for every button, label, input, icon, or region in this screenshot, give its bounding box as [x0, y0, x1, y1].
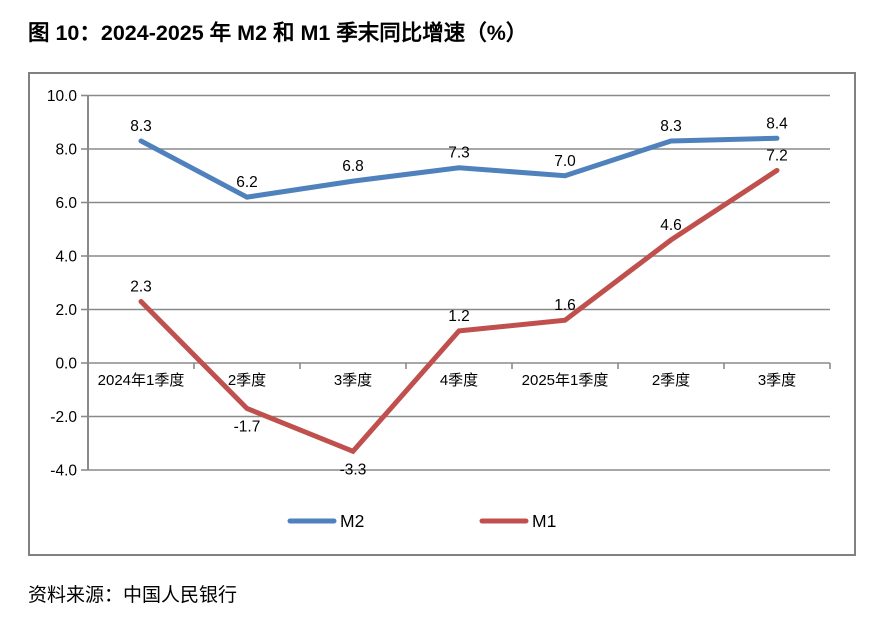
data-label-m1: -3.3: [340, 461, 367, 478]
x-axis-category-label: 3季度: [758, 372, 796, 389]
data-label-m2: 6.2: [236, 174, 258, 191]
data-label-m1: 2.3: [130, 278, 152, 295]
y-axis-tick-label: 0.0: [55, 356, 77, 373]
x-axis-category-label: 2024年1季度: [98, 372, 185, 389]
x-axis-category-label: 3季度: [334, 372, 372, 389]
data-label-m2: 8.4: [766, 115, 788, 132]
legend-label-m1: M1: [532, 511, 556, 531]
data-label-m1: 1.2: [448, 308, 470, 325]
series-line-m2: [138, 135, 780, 200]
figure-title: 图 10：2024-2025 年 M2 和 M1 季末同比增速（%）: [28, 21, 528, 45]
y-axis-tick-label: 4.0: [55, 249, 77, 266]
y-axis-tick-label: 2.0: [55, 302, 77, 319]
data-label-m2: 8.3: [660, 118, 682, 135]
y-axis-tick-label: 8.0: [55, 142, 77, 159]
y-axis-tick-label: -4.0: [50, 463, 77, 480]
data-label-m2: 7.3: [448, 145, 470, 162]
legend-label-m2: M2: [340, 511, 364, 531]
x-axis-category-label: 4季度: [440, 372, 478, 389]
chart-area: 10.0 8.0 6.0 4.0 2.0 0.0 -2.0 -4.0 2024年1季度 2季度 3季…: [28, 72, 856, 556]
x-axis-category-label: 2季度: [228, 372, 266, 389]
x-axis-category-label: 2季度: [652, 372, 690, 389]
source-note: 资料来源：中国人民银行: [28, 585, 238, 606]
data-label-m1: -1.7: [234, 418, 261, 435]
data-label-m2: 7.0: [554, 153, 576, 170]
y-axis-tick-label: 6.0: [55, 195, 77, 212]
x-axis-category-label: 2025年1季度: [522, 372, 609, 389]
series-line-m1: [138, 167, 780, 455]
data-label-m1: 7.2: [766, 147, 788, 164]
line-chart: 10.0 8.0 6.0 4.0 2.0 0.0 -2.0 -4.0 2024年1季度 2季度 3季…: [47, 88, 831, 531]
y-axis-tick-label: 10.0: [47, 88, 78, 105]
data-label-m2: 6.8: [342, 158, 364, 175]
data-label-m2: 8.3: [130, 118, 152, 135]
data-label-m1: 4.6: [660, 217, 682, 234]
y-axis-tick-label: -2.0: [50, 409, 77, 426]
data-label-m1: 1.6: [554, 297, 576, 314]
